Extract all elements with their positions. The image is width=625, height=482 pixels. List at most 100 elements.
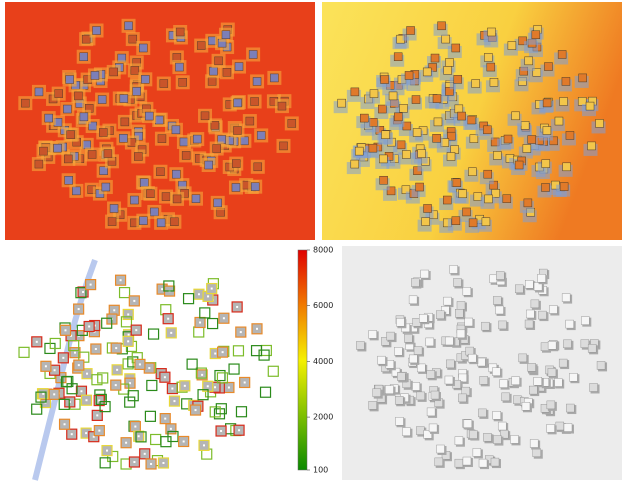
building — [394, 347, 402, 355]
building — [427, 408, 435, 416]
building — [427, 370, 435, 378]
building — [454, 75, 462, 83]
building — [121, 118, 129, 126]
building — [21, 99, 29, 107]
colorbar — [298, 250, 307, 470]
building — [412, 96, 420, 104]
building — [156, 168, 164, 176]
building — [67, 131, 75, 139]
building — [380, 176, 388, 184]
building — [523, 145, 531, 153]
building — [416, 183, 424, 191]
building — [404, 334, 412, 342]
plot-dot — [64, 329, 66, 331]
building — [240, 137, 248, 145]
plot-dot — [164, 376, 166, 378]
building — [370, 90, 378, 98]
building — [492, 368, 500, 376]
building — [182, 151, 190, 159]
plot-dot — [115, 347, 117, 349]
building — [560, 183, 568, 191]
building — [566, 131, 574, 139]
building — [549, 305, 557, 313]
building — [452, 217, 460, 225]
plot-dot — [199, 321, 201, 323]
building — [369, 401, 377, 409]
building — [160, 80, 168, 88]
plot-dot — [135, 329, 137, 331]
building — [253, 77, 261, 85]
building — [445, 59, 453, 67]
building — [487, 63, 495, 71]
building — [532, 31, 540, 39]
building — [409, 296, 417, 304]
building — [547, 424, 555, 432]
plot-dot — [88, 325, 90, 327]
plot-dot — [134, 426, 136, 428]
building — [146, 190, 154, 198]
plot-dot — [164, 418, 166, 420]
building — [223, 68, 231, 76]
building — [110, 68, 118, 76]
building — [395, 396, 403, 404]
plot-dot — [85, 399, 87, 401]
building — [534, 377, 542, 385]
building — [351, 160, 359, 168]
building — [466, 347, 474, 355]
building — [508, 42, 516, 50]
building — [139, 217, 147, 225]
building — [179, 78, 187, 86]
building — [515, 161, 523, 169]
building — [233, 127, 241, 135]
plot-dot — [201, 374, 203, 376]
building — [377, 356, 385, 364]
building — [548, 341, 556, 349]
plot-dot — [183, 440, 185, 442]
building — [270, 74, 278, 82]
building — [530, 440, 538, 448]
building — [417, 364, 425, 372]
plot-dot — [240, 331, 242, 333]
building — [484, 53, 492, 61]
building — [405, 71, 413, 79]
building — [413, 128, 421, 136]
building — [469, 219, 477, 227]
building — [91, 71, 99, 79]
building — [482, 218, 490, 226]
building — [431, 54, 439, 62]
building — [554, 378, 562, 386]
building — [129, 35, 137, 43]
building — [502, 393, 510, 401]
plot-dot — [162, 462, 164, 464]
building — [455, 459, 463, 467]
building — [463, 208, 471, 216]
building — [528, 136, 536, 144]
building — [433, 134, 441, 142]
building — [54, 144, 62, 152]
plot-dot — [256, 328, 258, 330]
plot-dot — [116, 369, 118, 371]
building — [99, 128, 107, 136]
building — [102, 183, 110, 191]
building — [496, 271, 504, 279]
building — [446, 360, 454, 368]
plot-dot — [148, 367, 150, 369]
building — [512, 377, 520, 385]
building — [278, 102, 286, 110]
building — [421, 270, 429, 278]
building — [559, 359, 567, 367]
plot-dot — [54, 369, 56, 371]
building — [478, 409, 486, 417]
colorbar-tick-label: 100 — [313, 466, 328, 475]
building — [444, 66, 452, 74]
plot-dot — [139, 363, 141, 365]
plot-dot — [184, 385, 186, 387]
building — [483, 126, 491, 134]
plot-dot — [98, 430, 100, 432]
plot-dot — [36, 341, 38, 343]
building — [569, 373, 577, 381]
building — [205, 161, 213, 169]
building — [531, 300, 539, 308]
building — [442, 35, 450, 43]
building — [213, 145, 221, 153]
